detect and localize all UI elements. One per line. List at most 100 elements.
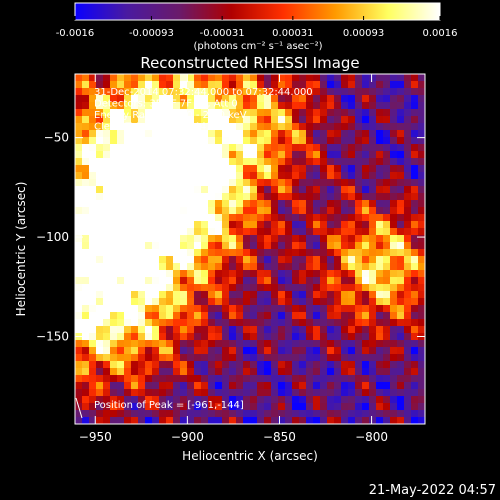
heatmap-cell	[215, 123, 223, 131]
heatmap-cell	[152, 165, 160, 173]
heatmap-cell	[327, 368, 335, 376]
heatmap-cell	[418, 270, 426, 278]
heatmap-cell	[124, 347, 132, 355]
heatmap-cell	[152, 88, 160, 96]
heatmap-cell	[257, 221, 265, 229]
heatmap-cell	[285, 186, 293, 194]
heatmap-cell	[355, 417, 363, 425]
heatmap-cell	[138, 382, 146, 390]
heatmap-cell	[411, 151, 419, 159]
heatmap-cell	[299, 214, 307, 222]
heatmap-cell	[320, 305, 328, 313]
heatmap-cell	[320, 186, 328, 194]
heatmap-cell	[362, 88, 370, 96]
heatmap-cell	[348, 347, 356, 355]
heatmap-cell	[320, 354, 328, 362]
heatmap-cell	[397, 270, 405, 278]
heatmap-cell	[187, 333, 195, 341]
heatmap-cell	[103, 368, 111, 376]
heatmap-cell	[166, 305, 174, 313]
heatmap-cell	[313, 130, 321, 138]
heatmap-cell	[180, 95, 188, 103]
heatmap-cell	[96, 151, 104, 159]
heatmap-cell	[404, 270, 412, 278]
heatmap-cell	[257, 235, 265, 243]
heatmap-cell	[187, 221, 195, 229]
heatmap-cell	[404, 305, 412, 313]
heatmap-cell	[75, 242, 83, 250]
heatmap-cell	[131, 172, 139, 180]
heatmap-cell	[103, 144, 111, 152]
heatmap-cell	[89, 95, 97, 103]
heatmap-cell	[187, 228, 195, 236]
heatmap-cell	[334, 130, 342, 138]
heatmap-cell	[229, 102, 237, 110]
heatmap-cell	[271, 270, 279, 278]
heatmap-cell	[411, 144, 419, 152]
heatmap-cell	[110, 354, 118, 362]
heatmap-cell	[180, 235, 188, 243]
heatmap-cell	[404, 123, 412, 131]
heatmap-cell	[327, 242, 335, 250]
heatmap-cell	[180, 333, 188, 341]
heatmap-cell	[75, 214, 83, 222]
heatmap-cell	[222, 221, 230, 229]
heatmap-cell	[152, 179, 160, 187]
heatmap-cell	[243, 249, 251, 257]
heatmap-cell	[292, 95, 300, 103]
heatmap-cell	[327, 228, 335, 236]
heatmap-cell	[306, 263, 314, 271]
heatmap-cell	[313, 263, 321, 271]
heatmap-cell	[299, 172, 307, 180]
heatmap-cell	[138, 263, 146, 271]
heatmap-cell	[334, 158, 342, 166]
heatmap-cell	[404, 158, 412, 166]
heatmap-cell	[362, 81, 370, 89]
heatmap-cell	[82, 305, 90, 313]
heatmap-cell	[131, 235, 139, 243]
heatmap-cell	[215, 228, 223, 236]
heatmap-cell	[229, 382, 237, 390]
heatmap-cell	[180, 109, 188, 117]
heatmap-cell	[131, 396, 139, 404]
heatmap-cell	[411, 270, 419, 278]
heatmap-cell	[334, 214, 342, 222]
heatmap-cell	[292, 368, 300, 376]
heatmap-cell	[89, 312, 97, 320]
heatmap-cell	[341, 214, 349, 222]
heatmap-cell	[313, 277, 321, 285]
heatmap-cell	[411, 116, 419, 124]
heatmap-cell	[187, 123, 195, 131]
heatmap-cell	[166, 158, 174, 166]
heatmap-cell	[89, 109, 97, 117]
heatmap-cell	[264, 242, 272, 250]
heatmap-cell	[320, 109, 328, 117]
heatmap-cell	[96, 74, 104, 82]
heatmap-cell	[89, 116, 97, 124]
heatmap-cell	[89, 249, 97, 257]
heatmap-cell	[187, 116, 195, 124]
heatmap-cell	[229, 256, 237, 264]
heatmap-cell	[390, 249, 398, 257]
heatmap-cell	[404, 137, 412, 145]
heatmap-cell	[390, 137, 398, 145]
heatmap-cell	[341, 347, 349, 355]
heatmap-cell	[215, 109, 223, 117]
heatmap-cell	[257, 375, 265, 383]
heatmap-cell	[320, 235, 328, 243]
heatmap-cell	[215, 81, 223, 89]
heatmap-cell	[166, 256, 174, 264]
heatmap-cell	[285, 235, 293, 243]
heatmap-cell	[110, 347, 118, 355]
heatmap-cell	[215, 270, 223, 278]
heatmap-cell	[229, 277, 237, 285]
heatmap-cell	[180, 319, 188, 327]
heatmap-cell	[208, 284, 216, 292]
colorbar-tick-label: -0.0016	[56, 28, 95, 39]
heatmap-cell	[397, 319, 405, 327]
heatmap-cell	[411, 200, 419, 208]
heatmap-cell	[299, 200, 307, 208]
heatmap-cell	[355, 382, 363, 390]
heatmap-cell	[194, 172, 202, 180]
heatmap-cell	[327, 249, 335, 257]
